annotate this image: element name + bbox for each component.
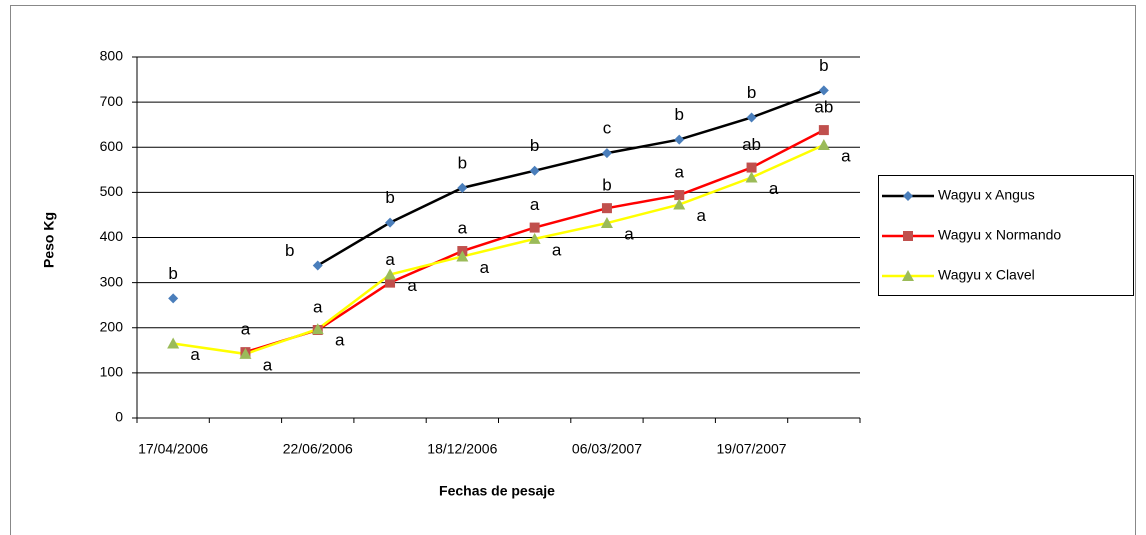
y-tick-label: 200 (100, 318, 124, 334)
y-tick-label: 400 (100, 228, 124, 244)
significance-letter: a (530, 195, 540, 214)
point (456, 250, 469, 262)
point (674, 190, 685, 201)
y-tick-label: 0 (115, 409, 123, 425)
chart-frame (10, 5, 1136, 535)
point (168, 293, 179, 304)
significance-letter: a (697, 206, 707, 225)
significance-letter: c (603, 119, 612, 138)
significance-letter: a (675, 163, 685, 182)
point (818, 85, 829, 96)
y-tick-label: 500 (100, 183, 124, 199)
point (167, 337, 180, 349)
y-tick-label: 800 (100, 48, 124, 64)
point (746, 162, 757, 173)
significance-letter: a (841, 146, 851, 165)
significance-letter: a (385, 250, 395, 269)
significance-letter: a (769, 179, 779, 198)
point (746, 112, 757, 123)
y-tick-label: 300 (100, 273, 124, 289)
significance-letter: a (190, 345, 200, 364)
y-tick-label: 700 (100, 93, 124, 109)
significance-letter: a (335, 331, 345, 350)
significance-letter: a (458, 219, 468, 238)
significance-letter: b (675, 105, 684, 124)
legend-label: Wagyu x Clavel (938, 267, 1035, 283)
significance-letter: b (458, 153, 467, 172)
point (385, 277, 396, 288)
significance-letter: a (407, 276, 417, 295)
significance-letter: a (480, 258, 490, 277)
x-tick-label: 06/03/2007 (572, 441, 642, 457)
significance-letter: a (313, 297, 323, 316)
point (601, 203, 612, 214)
point (817, 138, 830, 150)
significance-letter: b (819, 56, 828, 75)
point (818, 125, 829, 136)
point (312, 260, 323, 271)
point (745, 171, 758, 183)
x-tick-label: 22/06/2006 (283, 441, 353, 457)
significance-letter: b (747, 83, 756, 102)
point (674, 134, 685, 145)
point (239, 347, 252, 359)
point (529, 165, 540, 176)
x-axis-title: Fechas de pesaje (439, 483, 555, 499)
significance-letter: ab (742, 135, 761, 154)
significance-letter: a (552, 240, 562, 259)
significance-letter: ab (814, 98, 833, 117)
significance-letter: b (602, 176, 611, 195)
legend-label: Wagyu x Normando (938, 227, 1061, 243)
x-tick-label: 17/04/2006 (138, 441, 208, 457)
point (673, 198, 686, 210)
point (601, 148, 612, 159)
series-line (172, 143, 825, 356)
legend-label: Wagyu x Angus (938, 187, 1035, 203)
point (311, 323, 324, 335)
significance-letter: a (624, 225, 634, 244)
series-line (317, 89, 825, 267)
significance-letter: b (385, 188, 394, 207)
legend-marker (903, 231, 913, 241)
significance-letter: b (285, 241, 294, 260)
significance-letter: b (168, 264, 177, 283)
point (457, 182, 468, 193)
y-tick-label: 100 (100, 364, 124, 380)
point (384, 268, 397, 280)
legend-marker (902, 270, 914, 281)
point (529, 222, 540, 233)
significance-letter: b (530, 136, 539, 155)
point (600, 217, 613, 229)
significance-letter: a (241, 320, 251, 339)
x-tick-label: 19/07/2007 (717, 441, 787, 457)
y-axis-title: Peso Kg (41, 212, 57, 268)
point (528, 232, 541, 244)
significance-letter: a (263, 355, 273, 374)
x-tick-label: 18/12/2006 (427, 441, 497, 457)
point (385, 217, 396, 228)
legend-marker (903, 191, 913, 201)
y-tick-label: 600 (100, 138, 124, 154)
